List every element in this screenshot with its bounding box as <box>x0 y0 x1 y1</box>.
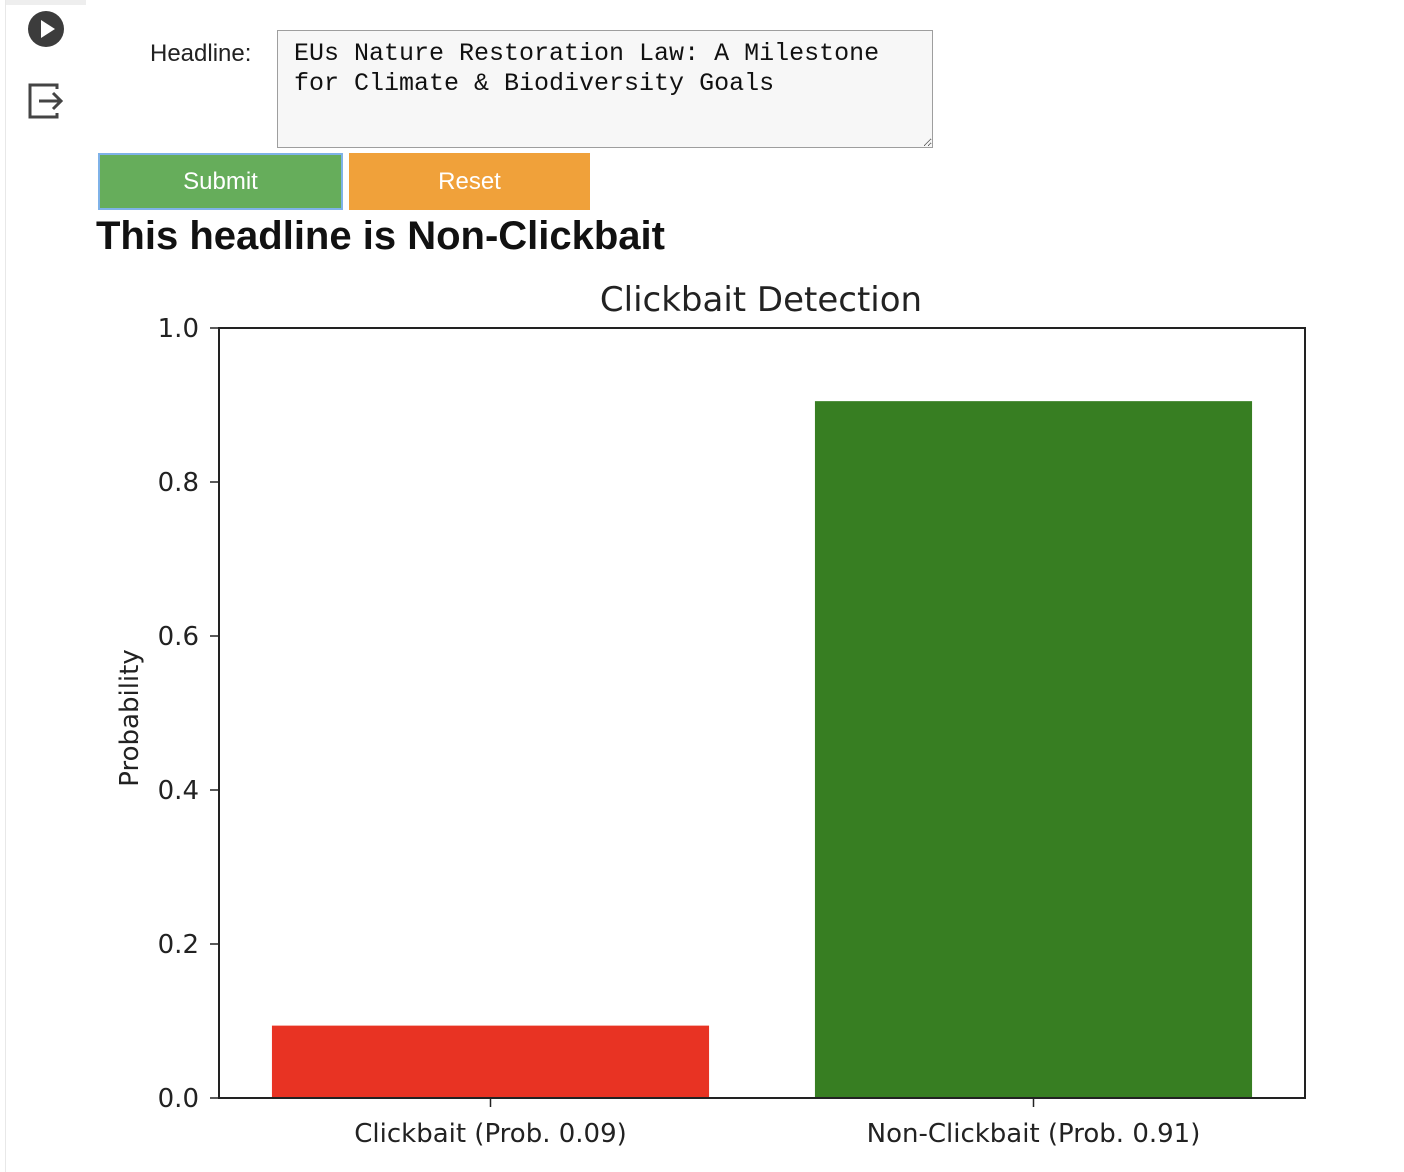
bar-1 <box>814 401 1253 1098</box>
y-axis-label: Probability <box>115 649 145 786</box>
x-tick-label-0: Clickbait (Prob. 0.09) <box>354 1119 627 1149</box>
chart-title: Clickbait Detection <box>600 280 922 320</box>
reset-button[interactable]: Reset <box>349 153 590 210</box>
y-tick-label-3: 0.6 <box>158 622 199 652</box>
y-tick-label-5: 1.0 <box>158 314 199 344</box>
cell-gutter-divider <box>5 0 6 1172</box>
cell-gutter-top <box>5 0 86 5</box>
headline-input[interactable]: EUs Nature Restoration Law: A Milestone … <box>277 30 933 148</box>
run-cell-icon[interactable] <box>27 10 65 48</box>
submit-button[interactable]: Submit <box>98 153 343 210</box>
x-tick-label-1: Non-Clickbait (Prob. 0.91) <box>867 1119 1201 1149</box>
headline-label: Headline: <box>150 40 252 67</box>
y-tick-label-2: 0.4 <box>158 776 199 806</box>
bar-0 <box>271 1025 710 1098</box>
cell-gutter <box>0 0 86 1172</box>
y-tick-label-4: 0.8 <box>158 468 199 498</box>
output-redirect-icon[interactable] <box>27 80 67 120</box>
plot-frame <box>218 327 1306 1099</box>
y-tick-label-1: 0.2 <box>158 930 199 960</box>
y-tick-label-0: 0.0 <box>158 1084 199 1114</box>
result-heading: This headline is Non-Clickbait <box>96 214 665 258</box>
